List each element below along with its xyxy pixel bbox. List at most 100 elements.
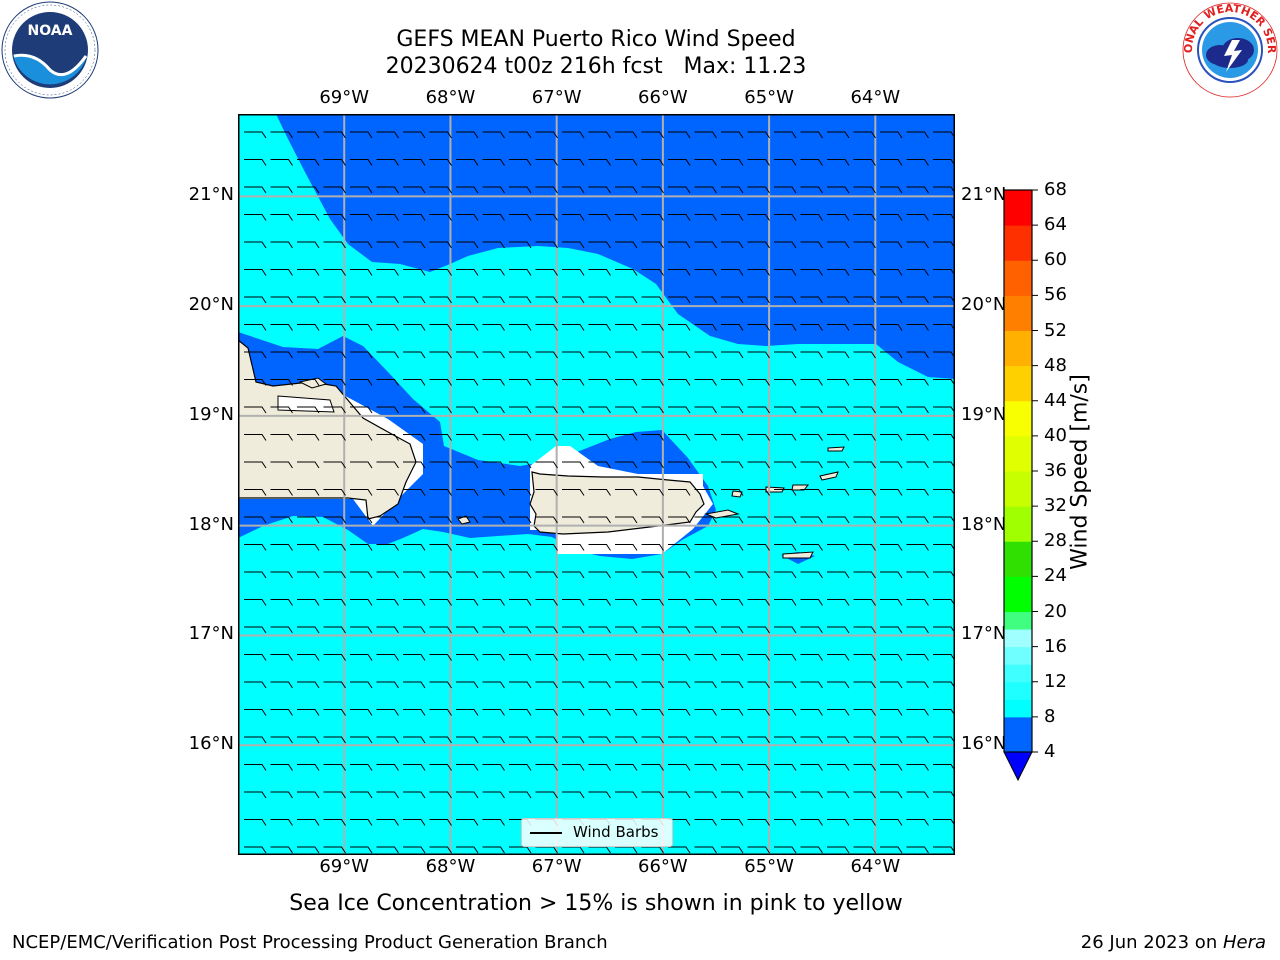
wind-barb xyxy=(880,489,903,496)
footer-host: Hera xyxy=(1222,932,1266,953)
wind-barb xyxy=(244,489,267,496)
wind-barb xyxy=(721,709,744,716)
wind-barb xyxy=(270,324,293,331)
wind-barb xyxy=(456,351,479,359)
wind-barb xyxy=(297,709,320,716)
wind-barb xyxy=(615,461,638,469)
wind-barb xyxy=(376,379,399,386)
wind-barb xyxy=(429,461,452,469)
wind-barb xyxy=(403,791,426,799)
wind-barb xyxy=(853,461,876,469)
wind-barb xyxy=(403,379,426,386)
wind-barb xyxy=(774,296,797,304)
wind-barb xyxy=(747,791,770,799)
wind-barb xyxy=(535,406,558,414)
wind-barb xyxy=(694,626,717,634)
wind-barb xyxy=(244,351,267,359)
colorbar-tick-label: 44 xyxy=(1044,389,1067,411)
wind-barb xyxy=(668,681,691,689)
colorbar-segment xyxy=(1004,646,1032,665)
wind-barb xyxy=(323,846,346,854)
wind-barb xyxy=(641,131,664,139)
wind-barb xyxy=(588,599,611,606)
wind-barb xyxy=(323,599,346,606)
wind-barb xyxy=(747,681,770,689)
wind-barb xyxy=(482,654,505,661)
wind-barb xyxy=(827,186,850,194)
wind-barb xyxy=(429,791,452,799)
wind-field-4-8-north xyxy=(276,114,955,379)
wind-barb xyxy=(800,296,823,304)
wind-barb xyxy=(429,159,452,166)
wind-barb xyxy=(588,131,611,139)
wind-barb xyxy=(694,131,717,139)
wind-barb xyxy=(244,846,267,854)
wind-barb xyxy=(747,214,770,221)
wind-barb xyxy=(482,736,505,744)
colorbar-segment xyxy=(1004,225,1032,261)
wind-barb xyxy=(323,461,346,469)
wind-barb xyxy=(588,461,611,469)
wind-barb xyxy=(429,406,452,414)
wind-barb xyxy=(615,296,638,304)
wind-barb xyxy=(853,626,876,634)
wind-barb xyxy=(403,709,426,716)
wind-barb xyxy=(244,736,267,744)
wind-barb xyxy=(297,186,320,194)
wind-barb xyxy=(853,819,876,826)
wind-barb xyxy=(853,186,876,194)
wind-barb xyxy=(668,626,691,634)
wind-barb xyxy=(668,351,691,359)
wind-barb xyxy=(482,351,505,359)
wind-barb xyxy=(641,379,664,386)
wind-barb xyxy=(562,159,585,166)
wind-barb xyxy=(774,544,797,551)
wind-barb xyxy=(615,159,638,166)
wind-barb xyxy=(641,626,664,634)
wind-barb xyxy=(615,764,638,771)
wind-barb xyxy=(270,406,293,414)
wind-barb xyxy=(694,516,717,524)
wind-barb xyxy=(615,269,638,276)
wind-barb xyxy=(270,351,293,359)
wind-barb xyxy=(694,379,717,386)
wind-barb xyxy=(668,599,691,606)
colorbar-segment xyxy=(1004,295,1032,331)
wind-barb xyxy=(641,764,664,771)
wind-barb xyxy=(429,131,452,139)
wind-barb xyxy=(906,214,929,221)
wind-barb xyxy=(350,516,373,524)
lat-label-right: 17°N xyxy=(961,623,1007,645)
wind-barb xyxy=(694,599,717,606)
wind-barb xyxy=(403,324,426,331)
wind-barb xyxy=(323,736,346,744)
wind-barb xyxy=(429,819,452,826)
wind-barb xyxy=(535,544,558,551)
colorbar-segment xyxy=(1004,400,1032,437)
colorbar-segment xyxy=(1004,611,1032,630)
wind-barb xyxy=(244,571,267,579)
wind-barb xyxy=(880,681,903,689)
wind-barb xyxy=(482,681,505,689)
lat-label-left: 21°N xyxy=(188,184,234,206)
wind-barb xyxy=(800,846,823,854)
wind-barb xyxy=(747,654,770,661)
wind-barb xyxy=(853,131,876,139)
colorbar-tick-label: 20 xyxy=(1044,600,1067,622)
wind-barb xyxy=(747,736,770,744)
wind-barb xyxy=(906,461,929,469)
wind-barb xyxy=(270,764,293,771)
wind-barb xyxy=(509,736,532,744)
wind-barb xyxy=(376,406,399,414)
wind-barb xyxy=(747,819,770,826)
wind-barb xyxy=(297,846,320,854)
wind-barb xyxy=(747,379,770,386)
wind-barb xyxy=(244,516,267,524)
wind-barb xyxy=(323,324,346,331)
colorbar-tick-label: 16 xyxy=(1044,635,1067,657)
wind-barb xyxy=(509,764,532,771)
sea-ice-caption: Sea Ice Concentration > 15% is shown in … xyxy=(289,891,903,916)
wind-barb xyxy=(800,516,823,524)
wind-barb xyxy=(429,186,452,194)
wind-barb xyxy=(588,379,611,386)
